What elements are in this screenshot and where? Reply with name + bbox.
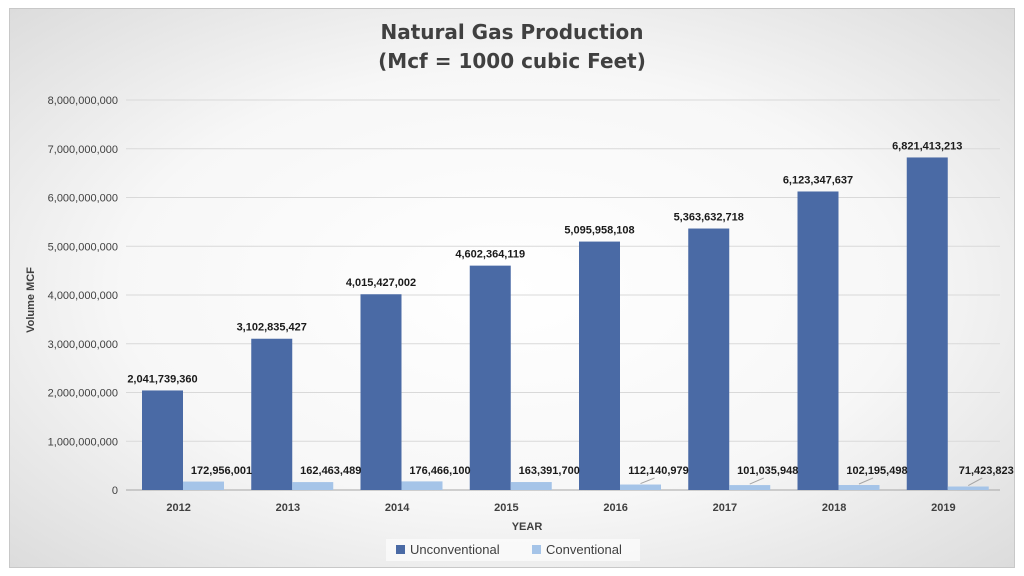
legend-label: Conventional	[546, 542, 622, 557]
bar-unconventional	[251, 338, 293, 490]
leader-line	[968, 477, 983, 486]
legend-label: Unconventional	[410, 542, 500, 557]
y-tick-label: 8,000,000,000	[48, 95, 118, 107]
bar-unconventional	[579, 241, 620, 490]
bars	[142, 157, 989, 491]
x-tick-label: 2012	[166, 502, 190, 514]
x-tick-label: 2015	[494, 502, 518, 514]
leader-line	[858, 477, 874, 485]
leader-line	[749, 477, 764, 485]
bar-unconventional	[906, 157, 948, 490]
bar-unconventional	[688, 228, 730, 491]
x-tick-label: 2013	[276, 502, 300, 514]
data-label-unconventional: 3,102,835,427	[237, 322, 307, 334]
data-label-unconventional: 2,041,739,360	[127, 373, 197, 385]
x-tick-label: 2019	[931, 502, 955, 514]
x-axis-label: YEAR	[512, 521, 543, 533]
y-tick-label: 3,000,000,000	[48, 339, 118, 351]
bar-conventional	[729, 485, 771, 490]
legend-box	[386, 539, 640, 561]
leader-line	[640, 477, 655, 484]
bar-conventional	[183, 481, 224, 490]
bar-conventional	[620, 484, 661, 490]
bar-conventional	[838, 485, 880, 490]
data-label-unconventional: 6,821,413,213	[892, 140, 962, 152]
data-label-unconventional: 4,015,427,002	[346, 277, 416, 289]
bar-conventional	[292, 482, 334, 490]
y-tick-label: 4,000,000,000	[48, 290, 118, 302]
bar-conventional	[510, 482, 552, 490]
y-tick-label: 2,000,000,000	[48, 388, 118, 400]
data-label-conventional: 172,956,001	[191, 465, 252, 477]
bar-unconventional	[797, 191, 839, 490]
legend-swatch	[396, 545, 405, 554]
y-tick-label: 6,000,000,000	[48, 193, 118, 205]
chart-title-line1: Natural Gas Production	[380, 20, 643, 44]
y-tick-label: 1,000,000,000	[48, 436, 118, 448]
x-tick-label: 2018	[822, 502, 846, 514]
data-label-conventional: 112,140,979	[628, 465, 689, 477]
x-tick-label: 2014	[385, 502, 410, 514]
legend-swatch	[532, 545, 541, 554]
data-label-unconventional: 4,602,364,119	[455, 249, 525, 261]
bar-conventional	[401, 481, 443, 490]
data-label-unconventional: 5,363,632,718	[674, 212, 744, 224]
x-tick-label: 2017	[713, 502, 737, 514]
data-label-conventional: 162,463,489	[300, 465, 361, 477]
data-label-conventional: 101,035,948	[737, 465, 798, 477]
y-axis-label: Volume MCF	[25, 267, 37, 333]
x-tick-label: 2016	[603, 502, 627, 514]
y-axis-ticks: 0 1,000,000,000 2,000,000,000 3,000,000,000…	[48, 95, 118, 497]
bar-conventional	[947, 486, 989, 490]
data-label-conventional: 176,466,100	[409, 465, 470, 477]
bar-unconventional	[360, 294, 402, 490]
x-axis-ticks: 2012 2013 2014 2015 2016 2017 2018 2019	[166, 502, 955, 514]
data-label-unconventional: 6,123,347,637	[783, 174, 853, 186]
y-tick-label: 5,000,000,000	[48, 241, 118, 253]
bar-unconventional	[142, 390, 183, 490]
legend: Unconventional Conventional	[386, 539, 640, 561]
y-tick-label: 0	[112, 485, 118, 497]
data-label-conventional: 71,423,823	[959, 465, 1014, 477]
data-labels: 2,041,739,360 172,956,001 3,102,835,427 162…	[127, 140, 1014, 486]
data-label-unconventional: 5,095,958,108	[564, 225, 634, 237]
y-tick-label: 7,000,000,000	[48, 144, 118, 156]
chart-title-line2: (Mcf = 1000 cubic Feet)	[378, 49, 646, 73]
bar-unconventional	[469, 265, 511, 490]
data-label-conventional: 102,195,498	[846, 465, 907, 477]
data-label-conventional: 163,391,700	[519, 465, 580, 477]
